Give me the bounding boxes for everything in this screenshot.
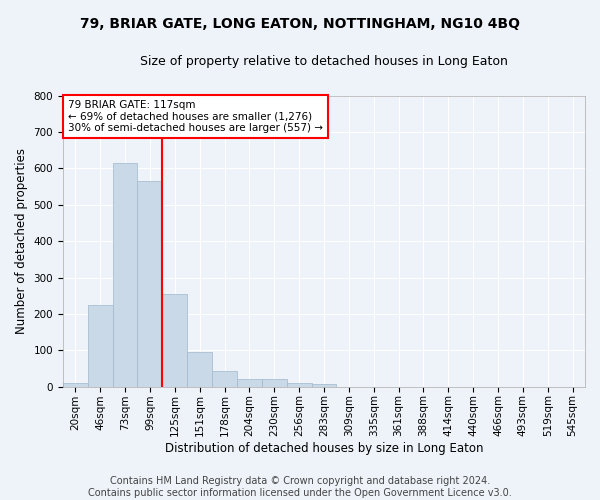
Bar <box>113 163 137 386</box>
Bar <box>163 294 187 386</box>
Bar <box>262 380 287 386</box>
Title: Size of property relative to detached houses in Long Eaton: Size of property relative to detached ho… <box>140 55 508 68</box>
Bar <box>63 383 88 386</box>
Bar <box>187 352 212 386</box>
X-axis label: Distribution of detached houses by size in Long Eaton: Distribution of detached houses by size … <box>165 442 483 455</box>
Text: 79, BRIAR GATE, LONG EATON, NOTTINGHAM, NG10 4BQ: 79, BRIAR GATE, LONG EATON, NOTTINGHAM, … <box>80 18 520 32</box>
Text: 79 BRIAR GATE: 117sqm
← 69% of detached houses are smaller (1,276)
30% of semi-d: 79 BRIAR GATE: 117sqm ← 69% of detached … <box>68 100 323 133</box>
Bar <box>237 380 262 386</box>
Y-axis label: Number of detached properties: Number of detached properties <box>15 148 28 334</box>
Bar <box>137 181 163 386</box>
Bar <box>88 305 113 386</box>
Text: Contains HM Land Registry data © Crown copyright and database right 2024.
Contai: Contains HM Land Registry data © Crown c… <box>88 476 512 498</box>
Bar <box>311 384 337 386</box>
Bar <box>287 383 311 386</box>
Bar <box>212 371 237 386</box>
